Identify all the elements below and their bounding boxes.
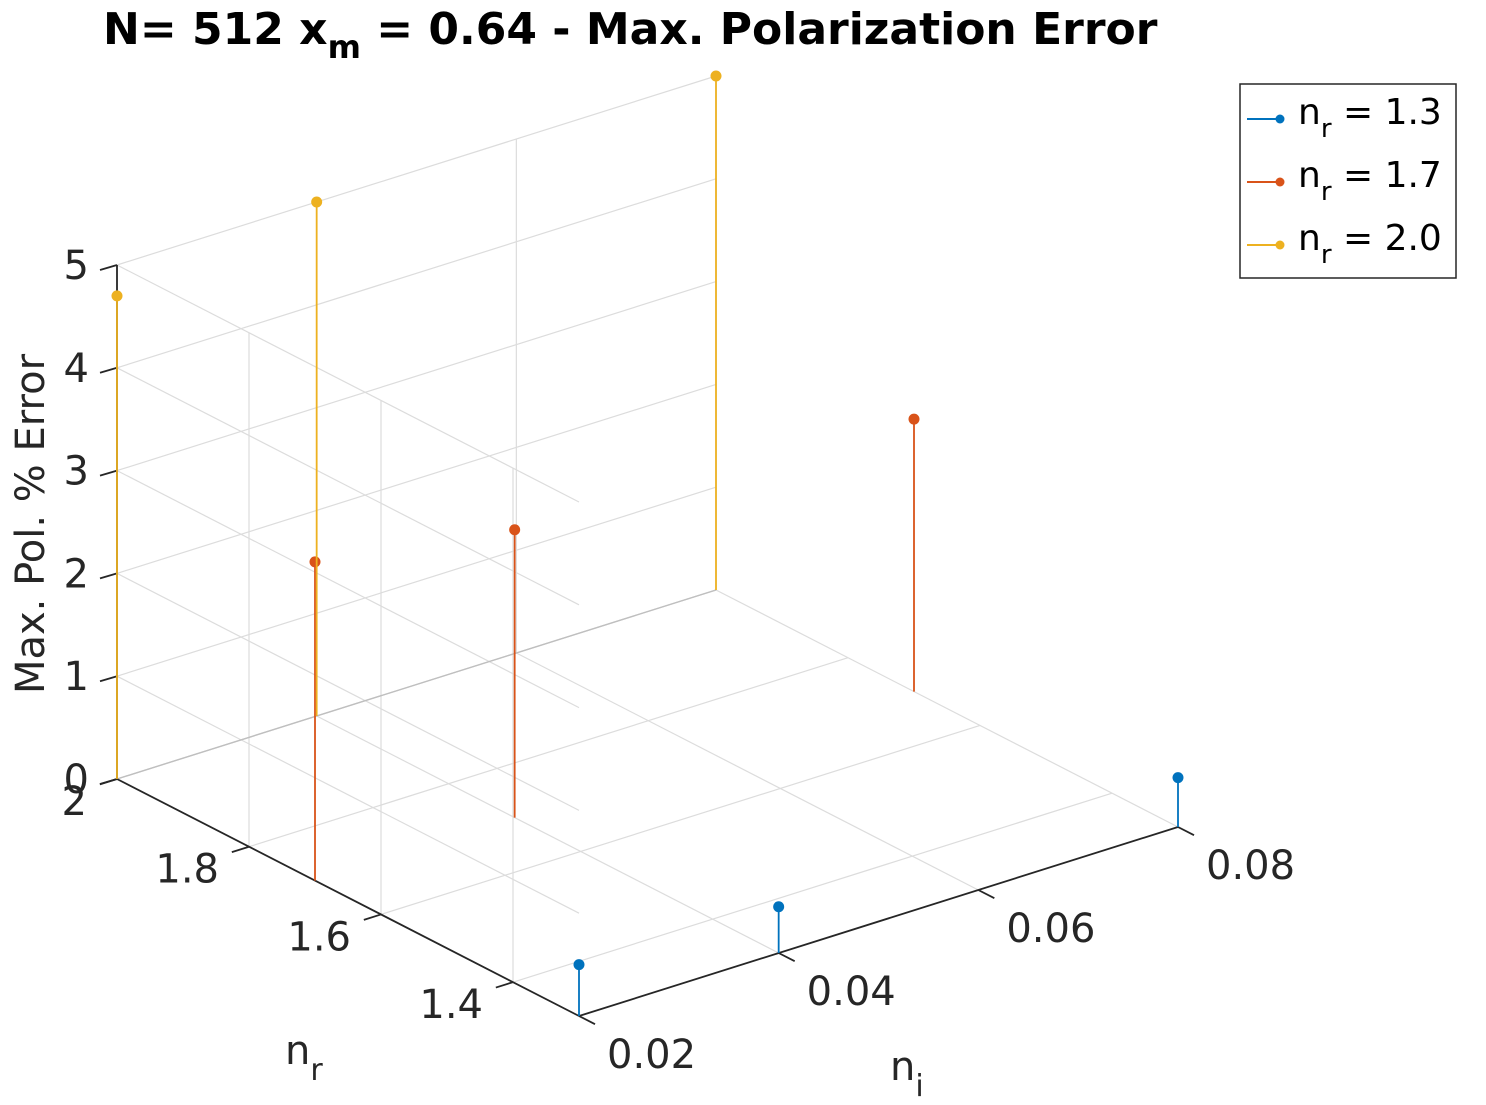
chart-title: N= 512 xm = 0.64 - Max. Polarization Err… bbox=[103, 4, 1158, 66]
x-tick-label-0: 0.02 bbox=[607, 1032, 696, 1078]
legend: nr = 1.3 nr = 1.7 nr = 2.0 bbox=[1239, 83, 1457, 279]
y-tick-2 bbox=[231, 845, 250, 853]
back-wall-grid-z-3 bbox=[116, 281, 717, 472]
back-wall-grid-z-1 bbox=[116, 486, 717, 677]
x-axis-line bbox=[578, 826, 1179, 1017]
x-tick-label-3: 0.08 bbox=[1206, 843, 1295, 889]
back-wall-grid-z-2 bbox=[116, 383, 717, 574]
side-wall-grid-z-4 bbox=[116, 367, 580, 606]
back-wall-grid-z-4 bbox=[116, 178, 717, 369]
legend-marker-nr-2-0 bbox=[1275, 240, 1285, 250]
x-tick-2 bbox=[977, 889, 995, 900]
x-axis-label: ni bbox=[890, 1044, 924, 1104]
z-tick-4 bbox=[99, 366, 118, 374]
floor-grid-x-3 bbox=[715, 589, 1179, 828]
stem-marker-s2-p2 bbox=[710, 70, 722, 82]
side-wall-grid-z-3 bbox=[116, 470, 580, 709]
z-tick-label-2: 2 bbox=[64, 551, 89, 597]
floor-grid-x-2 bbox=[516, 652, 979, 891]
side-wall-grid-z-1 bbox=[116, 675, 580, 914]
stem-layer bbox=[111, 70, 1184, 1016]
floor-grid-y-0 bbox=[512, 792, 1113, 983]
z-tick-3 bbox=[99, 469, 118, 477]
legend-marker-nr-1-7 bbox=[1275, 177, 1285, 187]
z-tick-label-5: 5 bbox=[64, 243, 89, 289]
floor-grid-x-1 bbox=[316, 715, 779, 954]
legend-label-nr-2-0: nr = 2.0 bbox=[1298, 218, 1442, 270]
y-tick-label-3: 2 bbox=[62, 779, 87, 825]
back-wall-grid-z-5 bbox=[116, 75, 717, 266]
z-tick-2 bbox=[99, 572, 118, 580]
legend-label-nr-1-3: nr = 1.3 bbox=[1298, 92, 1442, 144]
stem-marker-s0-p2 bbox=[1172, 772, 1184, 784]
side-wall-grid-z-5 bbox=[116, 264, 580, 503]
grid-layer bbox=[116, 75, 1179, 1017]
y-tick-label-1: 1.6 bbox=[287, 914, 351, 960]
z-tick-5 bbox=[99, 264, 118, 271]
x-tick-0 bbox=[578, 1015, 596, 1026]
z-tick-label-3: 3 bbox=[64, 449, 89, 495]
stem-marker-s0-p1 bbox=[773, 901, 785, 913]
legend-entry-nr-1-7: nr = 1.7 bbox=[1247, 155, 1442, 207]
floor-grid-y-1 bbox=[380, 724, 981, 916]
z-tick-label-0: 0 bbox=[64, 757, 89, 803]
x-tick-label-2: 0.06 bbox=[1006, 906, 1095, 952]
z-tick-0 bbox=[99, 778, 118, 785]
y-axis-label: nr bbox=[285, 1028, 323, 1088]
x-tick-1 bbox=[778, 952, 796, 963]
floor-grid-y-2 bbox=[248, 657, 849, 848]
stem-marker-s1-p2 bbox=[908, 413, 920, 425]
x-tick-label-1: 0.04 bbox=[807, 969, 896, 1015]
stem-marker-s1-p0 bbox=[309, 556, 321, 568]
z-tick-1 bbox=[99, 675, 118, 683]
stem-marker-s1-p1 bbox=[509, 524, 521, 536]
y-tick-label-0: 1.4 bbox=[419, 982, 483, 1028]
stem-marker-s2-p0 bbox=[111, 290, 123, 302]
z-tick-label-1: 1 bbox=[64, 654, 89, 700]
z-axis-label: Max. Pol. % Error bbox=[8, 353, 54, 694]
stem-marker-s2-p1 bbox=[311, 196, 323, 208]
legend-entry-nr-1-3: nr = 1.3 bbox=[1247, 92, 1442, 144]
box-back-floor-edge bbox=[116, 589, 717, 780]
y-tick-1 bbox=[363, 913, 382, 921]
y-tick-0 bbox=[495, 981, 514, 989]
y-tick-label-2: 1.8 bbox=[155, 847, 219, 893]
legend-label-nr-1-7: nr = 1.7 bbox=[1298, 155, 1442, 207]
x-tick-3 bbox=[1177, 826, 1195, 837]
legend-entry-nr-2-0: nr = 2.0 bbox=[1247, 218, 1442, 270]
z-tick-label-4: 4 bbox=[64, 346, 89, 392]
legend-marker-nr-1-3 bbox=[1275, 114, 1285, 124]
side-wall-grid-z-2 bbox=[116, 572, 580, 811]
stem-marker-s0-p0 bbox=[573, 959, 585, 971]
y-axis-line bbox=[116, 778, 580, 1017]
